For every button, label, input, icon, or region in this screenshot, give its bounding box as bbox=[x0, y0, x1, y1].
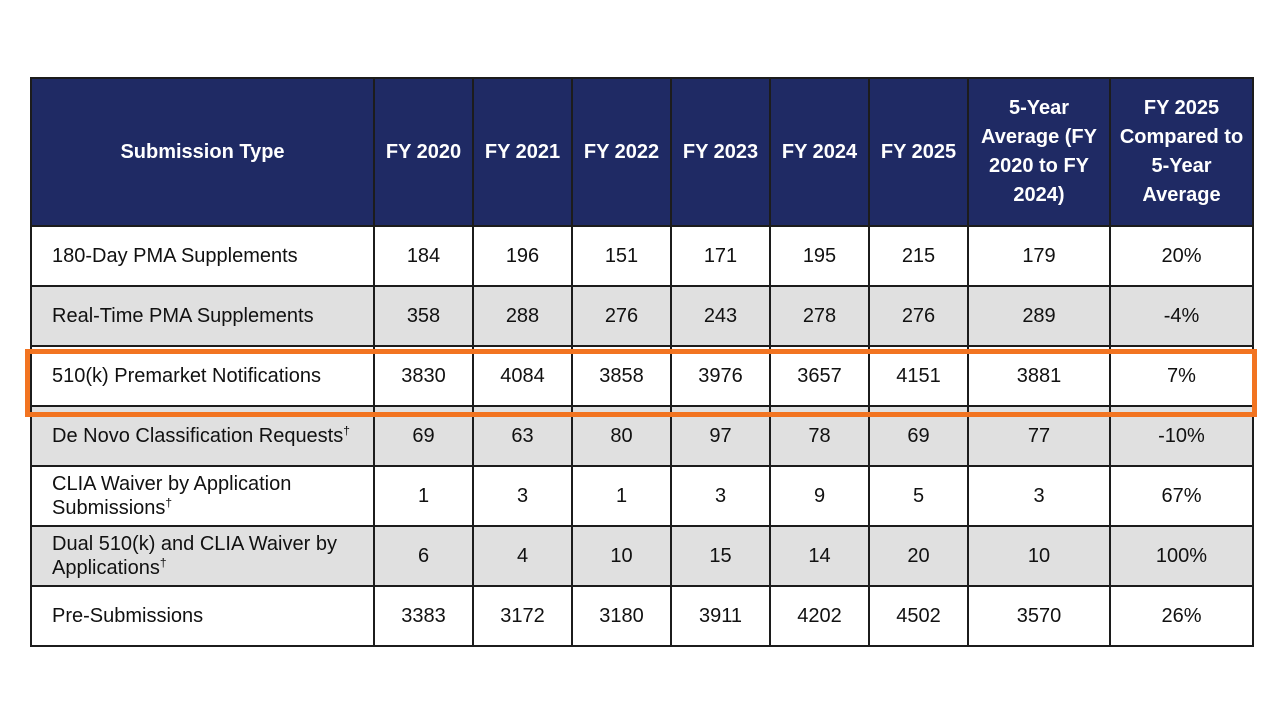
submission-table: Submission Type FY 2020 FY 2021 FY 2022 … bbox=[30, 77, 1254, 647]
table-cell: 289 bbox=[967, 285, 1111, 347]
table-cell: 100% bbox=[1109, 525, 1254, 587]
table-cell: 97 bbox=[670, 405, 771, 467]
table-row: 510(k) Premarket Notifications 3830 4084 38… bbox=[30, 345, 1254, 407]
table-cell: 278 bbox=[769, 285, 870, 347]
table-row: Real-Time PMA Supplements 358 288 276 243 278… bbox=[30, 285, 1254, 347]
table-cell: 3911 bbox=[670, 585, 771, 647]
table-body: 180-Day PMA Supplements 184 196 151 171 195 21… bbox=[30, 225, 1254, 647]
table-cell: 3858 bbox=[571, 345, 672, 407]
table-cell: 3383 bbox=[373, 585, 474, 647]
table-cell: 10 bbox=[967, 525, 1111, 587]
table-cell: 243 bbox=[670, 285, 771, 347]
table-cell: 358 bbox=[373, 285, 474, 347]
row-submission-type: Dual 510(k) and CLIA Waiver by Applicati… bbox=[30, 525, 375, 587]
table-cell: -10% bbox=[1109, 405, 1254, 467]
table-cell: 3976 bbox=[670, 345, 771, 407]
header-row: Submission Type FY 2020 FY 2021 FY 2022 … bbox=[30, 77, 1254, 227]
table-cell: 288 bbox=[472, 285, 573, 347]
dagger-footnote-mark: † bbox=[165, 495, 173, 510]
row-submission-type: 180-Day PMA Supplements bbox=[30, 225, 375, 287]
table-row: CLIA Waiver by Application Submissions† 1… bbox=[30, 465, 1254, 527]
table-cell: 3570 bbox=[967, 585, 1111, 647]
table-cell: 215 bbox=[868, 225, 969, 287]
table-cell: 3 bbox=[967, 465, 1111, 527]
table-cell: 196 bbox=[472, 225, 573, 287]
table-cell: 6 bbox=[373, 525, 474, 587]
table-cell: 20% bbox=[1109, 225, 1254, 287]
table-cell: 4502 bbox=[868, 585, 969, 647]
row-submission-type: Real-Time PMA Supplements bbox=[30, 285, 375, 347]
table-cell: 67% bbox=[1109, 465, 1254, 527]
table-cell: 4084 bbox=[472, 345, 573, 407]
table-cell: 179 bbox=[967, 225, 1111, 287]
table-cell: 151 bbox=[571, 225, 672, 287]
table-cell: 276 bbox=[868, 285, 969, 347]
table-cell: 276 bbox=[571, 285, 672, 347]
table-cell: 3 bbox=[670, 465, 771, 527]
table-cell: 3881 bbox=[967, 345, 1111, 407]
submission-type-label: De Novo Classification Requests bbox=[52, 425, 344, 447]
table-cell: 3 bbox=[472, 465, 573, 527]
submission-type-label: Real-Time PMA Supplements bbox=[52, 305, 314, 327]
header-fy2024: FY 2024 bbox=[769, 77, 870, 227]
table-row: Pre-Submissions 3383 3172 3180 3911 4202 4502 3… bbox=[30, 585, 1254, 647]
header-submission-type: Submission Type bbox=[30, 77, 375, 227]
header-fy2025-compared: FY 2025 Compared to 5-Year Average bbox=[1109, 77, 1254, 227]
table-cell: 4202 bbox=[769, 585, 870, 647]
table-cell: 9 bbox=[769, 465, 870, 527]
header-fy2023: FY 2023 bbox=[670, 77, 771, 227]
table-cell: 184 bbox=[373, 225, 474, 287]
header-fy2025: FY 2025 bbox=[868, 77, 969, 227]
row-submission-type: CLIA Waiver by Application Submissions† bbox=[30, 465, 375, 527]
table-cell: 15 bbox=[670, 525, 771, 587]
table-cell: 7% bbox=[1109, 345, 1254, 407]
submission-type-label: Dual 510(k) and CLIA Waiver by Applicati… bbox=[52, 533, 337, 579]
table-cell: 3172 bbox=[472, 585, 573, 647]
table-row: 180-Day PMA Supplements 184 196 151 171 195 21… bbox=[30, 225, 1254, 287]
table-cell: 4151 bbox=[868, 345, 969, 407]
table-cell: 195 bbox=[769, 225, 870, 287]
table-cell: 69 bbox=[868, 405, 969, 467]
header-fy2022: FY 2022 bbox=[571, 77, 672, 227]
header-fy2021: FY 2021 bbox=[472, 77, 573, 227]
table-cell: 26% bbox=[1109, 585, 1254, 647]
row-submission-type: 510(k) Premarket Notifications bbox=[30, 345, 375, 407]
table-cell: 20 bbox=[868, 525, 969, 587]
table-cell: 3180 bbox=[571, 585, 672, 647]
row-submission-type: De Novo Classification Requests† bbox=[30, 405, 375, 467]
table-cell: 78 bbox=[769, 405, 870, 467]
table-row: Dual 510(k) and CLIA Waiver by Applicati… bbox=[30, 525, 1254, 587]
table-cell: 14 bbox=[769, 525, 870, 587]
table-row: De Novo Classification Requests† 69 63 80 97… bbox=[30, 405, 1254, 467]
row-submission-type: Pre-Submissions bbox=[30, 585, 375, 647]
table-cell: 1 bbox=[373, 465, 474, 527]
submission-type-label: Pre-Submissions bbox=[52, 605, 204, 627]
table-cell: 4 bbox=[472, 525, 573, 587]
table-cell: 80 bbox=[571, 405, 672, 467]
submission-type-label: 510(k) Premarket Notifications bbox=[52, 365, 321, 387]
submission-type-label: CLIA Waiver by Application Submissions bbox=[52, 473, 292, 519]
dagger-footnote-mark: † bbox=[159, 555, 167, 570]
table-cell: 63 bbox=[472, 405, 573, 467]
table-cell: 3657 bbox=[769, 345, 870, 407]
submission-type-label: 180-Day PMA Supplements bbox=[52, 245, 298, 267]
table-cell: 3830 bbox=[373, 345, 474, 407]
table-cell: 10 bbox=[571, 525, 672, 587]
table-cell: 171 bbox=[670, 225, 771, 287]
table-cell: -4% bbox=[1109, 285, 1254, 347]
dagger-footnote-mark: † bbox=[343, 423, 350, 438]
table-cell: 77 bbox=[967, 405, 1111, 467]
table-cell: 69 bbox=[373, 405, 474, 467]
table-cell: 5 bbox=[868, 465, 969, 527]
header-five-year-average: 5-Year Average (FY 2020 to FY 2024) bbox=[967, 77, 1111, 227]
header-fy2020: FY 2020 bbox=[373, 77, 474, 227]
table-cell: 1 bbox=[571, 465, 672, 527]
